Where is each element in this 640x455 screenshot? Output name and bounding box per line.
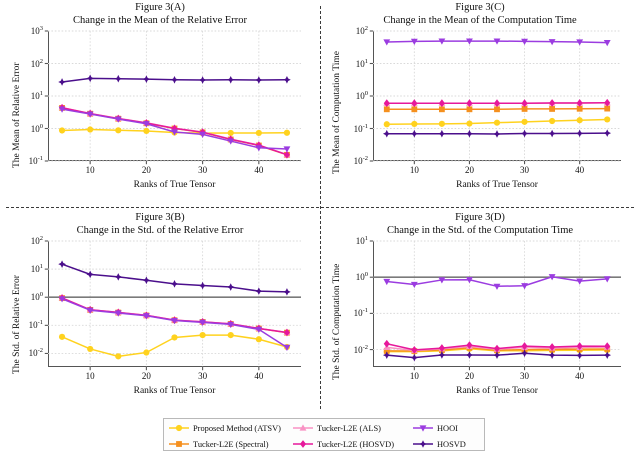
panel-b-xlabel: Ranks of True Tensor <box>133 386 216 396</box>
y-tick-label: 103 <box>30 25 43 36</box>
legend-item-label: HOOI <box>437 423 458 433</box>
legend-item[interactable]: HOOI <box>412 422 490 434</box>
x-tick-label: 40 <box>575 371 585 381</box>
y-tick-label: 10-2 <box>353 343 368 355</box>
panel-b-title-line1: Figure 3(B) <box>135 212 185 223</box>
panel-a-xlabel: Ranks of True Tensor <box>133 180 216 190</box>
panel-c-plot-area <box>369 30 621 165</box>
x-tick-label: 30 <box>520 165 530 175</box>
y-tick-label: 101 <box>355 235 368 246</box>
y-tick-label: 100 <box>30 291 43 303</box>
y-tick-label: 101 <box>30 263 43 275</box>
x-tick-label: 10 <box>409 165 419 175</box>
panel-d-title-line1: Figure 3(D) <box>455 212 505 223</box>
panel-d-title: Figure 3(D) Change in the Std. of the Co… <box>320 212 640 237</box>
x-tick-label: 40 <box>575 165 585 175</box>
legend-item-label: Tucker-L2E (ALS) <box>317 423 381 433</box>
panel-b: Figure 3(B) Change in the Std. of the Re… <box>0 212 320 412</box>
x-tick-label: 20 <box>464 371 474 381</box>
panel-c-svg <box>369 30 621 165</box>
x-tick-label: 10 <box>409 371 419 381</box>
panel-d-axes-frame <box>373 241 621 367</box>
x-tick-label: 30 <box>520 371 530 381</box>
x-tick-label: 30 <box>198 165 208 175</box>
panel-b-title-line2: Change in the Std. of the Relative Error <box>76 224 244 236</box>
panel-a-ylabel: The Mean of Relative Error <box>12 62 22 168</box>
x-tick-label: 30 <box>198 371 208 381</box>
panel-c: Figure 3(C) Change in the Mean of the Co… <box>320 2 640 207</box>
plus-diamond-marker <box>412 438 434 450</box>
y-tick-label: 10-2 <box>28 347 43 359</box>
x-tick-label: 10 <box>85 371 95 381</box>
panel-d-svg <box>369 240 621 371</box>
legend-item-label: Tucker-L2E (Spectral) <box>193 439 269 449</box>
legend-item[interactable]: Proposed Method (ATSV) <box>168 422 292 434</box>
legend-item-label: Tucker-L2E (HOSVD) <box>317 439 394 449</box>
y-tick-label: 100 <box>355 90 368 101</box>
circle-marker <box>168 422 190 434</box>
panel-b-plot-area <box>44 240 301 371</box>
y-tick-label: 101 <box>30 90 43 101</box>
panel-a-plot-area <box>44 30 301 165</box>
x-tick-label: 20 <box>464 165 474 175</box>
panel-b-axes-frame <box>48 241 301 367</box>
panel-a-svg <box>44 30 301 165</box>
diamond-marker <box>292 438 314 450</box>
y-tick-label: 101 <box>355 57 368 69</box>
y-tick-label: 102 <box>355 25 368 36</box>
legend-item-label: Proposed Method (ATSV) <box>193 423 281 433</box>
y-tick-label: 100 <box>355 271 368 283</box>
legend-item[interactable]: Tucker-L2E (Spectral) <box>168 438 292 450</box>
y-tick-label: 102 <box>30 235 43 246</box>
panel-a-title: Figure 3(A) Change in the Mean of the Re… <box>0 2 320 27</box>
panel-c-title: Figure 3(C) Change in the Mean of the Co… <box>320 2 640 27</box>
x-tick-label: 20 <box>141 165 151 175</box>
panel-a-title-line2: Change in the Mean of the Relative Error <box>72 14 248 26</box>
panel-b-title: Figure 3(B) Change in the Std. of the Re… <box>0 212 320 237</box>
square-marker <box>168 438 190 450</box>
x-tick-label: 40 <box>254 165 264 175</box>
panel-d-plot-area <box>369 240 621 371</box>
y-tick-label: 10-1 <box>353 307 368 319</box>
legend-item[interactable]: Tucker-L2E (HOSVD) <box>292 438 412 450</box>
panel-c-title-line1: Figure 3(C) <box>455 2 505 13</box>
triangle-down-marker <box>412 422 434 434</box>
x-tick-label: 20 <box>141 371 151 381</box>
panel-b-svg <box>44 240 301 371</box>
y-tick-label: 10-1 <box>28 155 43 166</box>
y-tick-label: 102 <box>30 57 43 69</box>
triangle-up-marker <box>292 422 314 434</box>
panel-divider-vertical <box>320 6 321 409</box>
y-tick-label: 100 <box>30 122 43 134</box>
legend-item[interactable]: Tucker-L2E (ALS) <box>292 422 412 434</box>
legend-item-label: HOSVD <box>437 439 466 449</box>
y-tick-label: 10-2 <box>353 155 368 166</box>
panel-c-title-line2: Change in the Mean of the Computation Ti… <box>383 14 577 26</box>
panel-c-xlabel: Ranks of True Tensor <box>456 180 538 190</box>
legend-item[interactable]: HOSVD <box>412 438 490 450</box>
x-tick-label: 10 <box>85 165 95 175</box>
panel-a: Figure 3(A) Change in the Mean of the Re… <box>0 2 320 207</box>
panel-a-title-line1: Figure 3(A) <box>135 2 185 13</box>
legend: Proposed Method (ATSV) Tucker-L2E (ALS) HO… <box>163 418 485 451</box>
x-tick-label: 40 <box>254 371 264 381</box>
y-tick-label: 10-1 <box>28 319 43 331</box>
y-tick-label: 10-1 <box>353 122 368 134</box>
panel-d-title-line2: Change in the Std. of the Computation Ti… <box>386 224 574 236</box>
panel-d: Figure 3(D) Change in the Std. of the Co… <box>320 212 640 412</box>
panel-d-xlabel: Ranks of True Tensor <box>456 386 538 396</box>
legend-grid: Proposed Method (ATSV) Tucker-L2E (ALS) HO… <box>164 419 484 450</box>
